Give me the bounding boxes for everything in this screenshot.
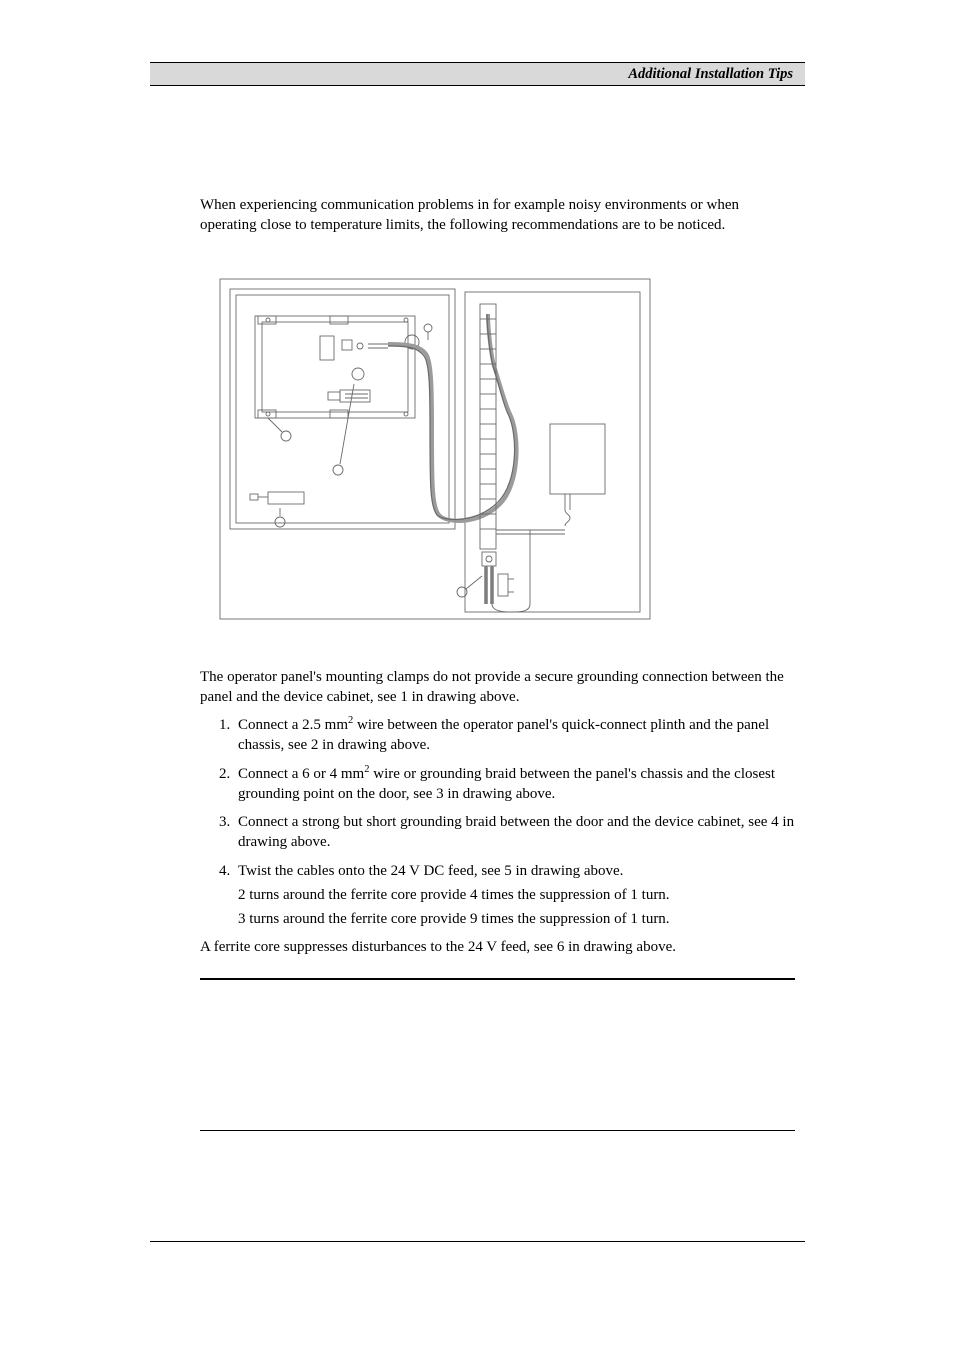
- step-4-line-3: 3 turns around the ferrite core provide …: [238, 909, 795, 929]
- step-1-text-a: Connect a 2.5 mm: [238, 717, 348, 733]
- step-2: Connect a 6 or 4 mm2 wire or grounding b…: [234, 764, 795, 805]
- grounding-diagram: [210, 274, 660, 629]
- divider-thin: [200, 1130, 795, 1131]
- after-diagram-paragraph: The operator panel's mounting clamps do …: [200, 667, 795, 708]
- step-4-line-2: 2 turns around the ferrite core provide …: [238, 885, 795, 905]
- step-4-line-1: Twist the cables onto the 24 V DC feed, …: [238, 863, 623, 879]
- step-4: Twist the cables onto the 24 V DC feed, …: [234, 861, 795, 930]
- page-header-title: Additional Installation Tips: [628, 66, 793, 83]
- closing-paragraph: A ferrite core suppresses disturbances t…: [200, 937, 795, 957]
- intro-paragraph: When experiencing communication problems…: [200, 195, 795, 236]
- step-2-text-a: Connect a 6 or 4 mm: [238, 766, 364, 782]
- divider-thick: [200, 978, 795, 980]
- page-header-bar: Additional Installation Tips: [150, 62, 805, 86]
- page-content: When experiencing communication problems…: [200, 195, 795, 1131]
- step-1: Connect a 2.5 mm2 wire between the opera…: [234, 715, 795, 756]
- steps-list: Connect a 2.5 mm2 wire between the opera…: [200, 715, 795, 929]
- step-3: Connect a strong but short grounding bra…: [234, 812, 795, 853]
- grounding-diagram-svg: [210, 274, 660, 624]
